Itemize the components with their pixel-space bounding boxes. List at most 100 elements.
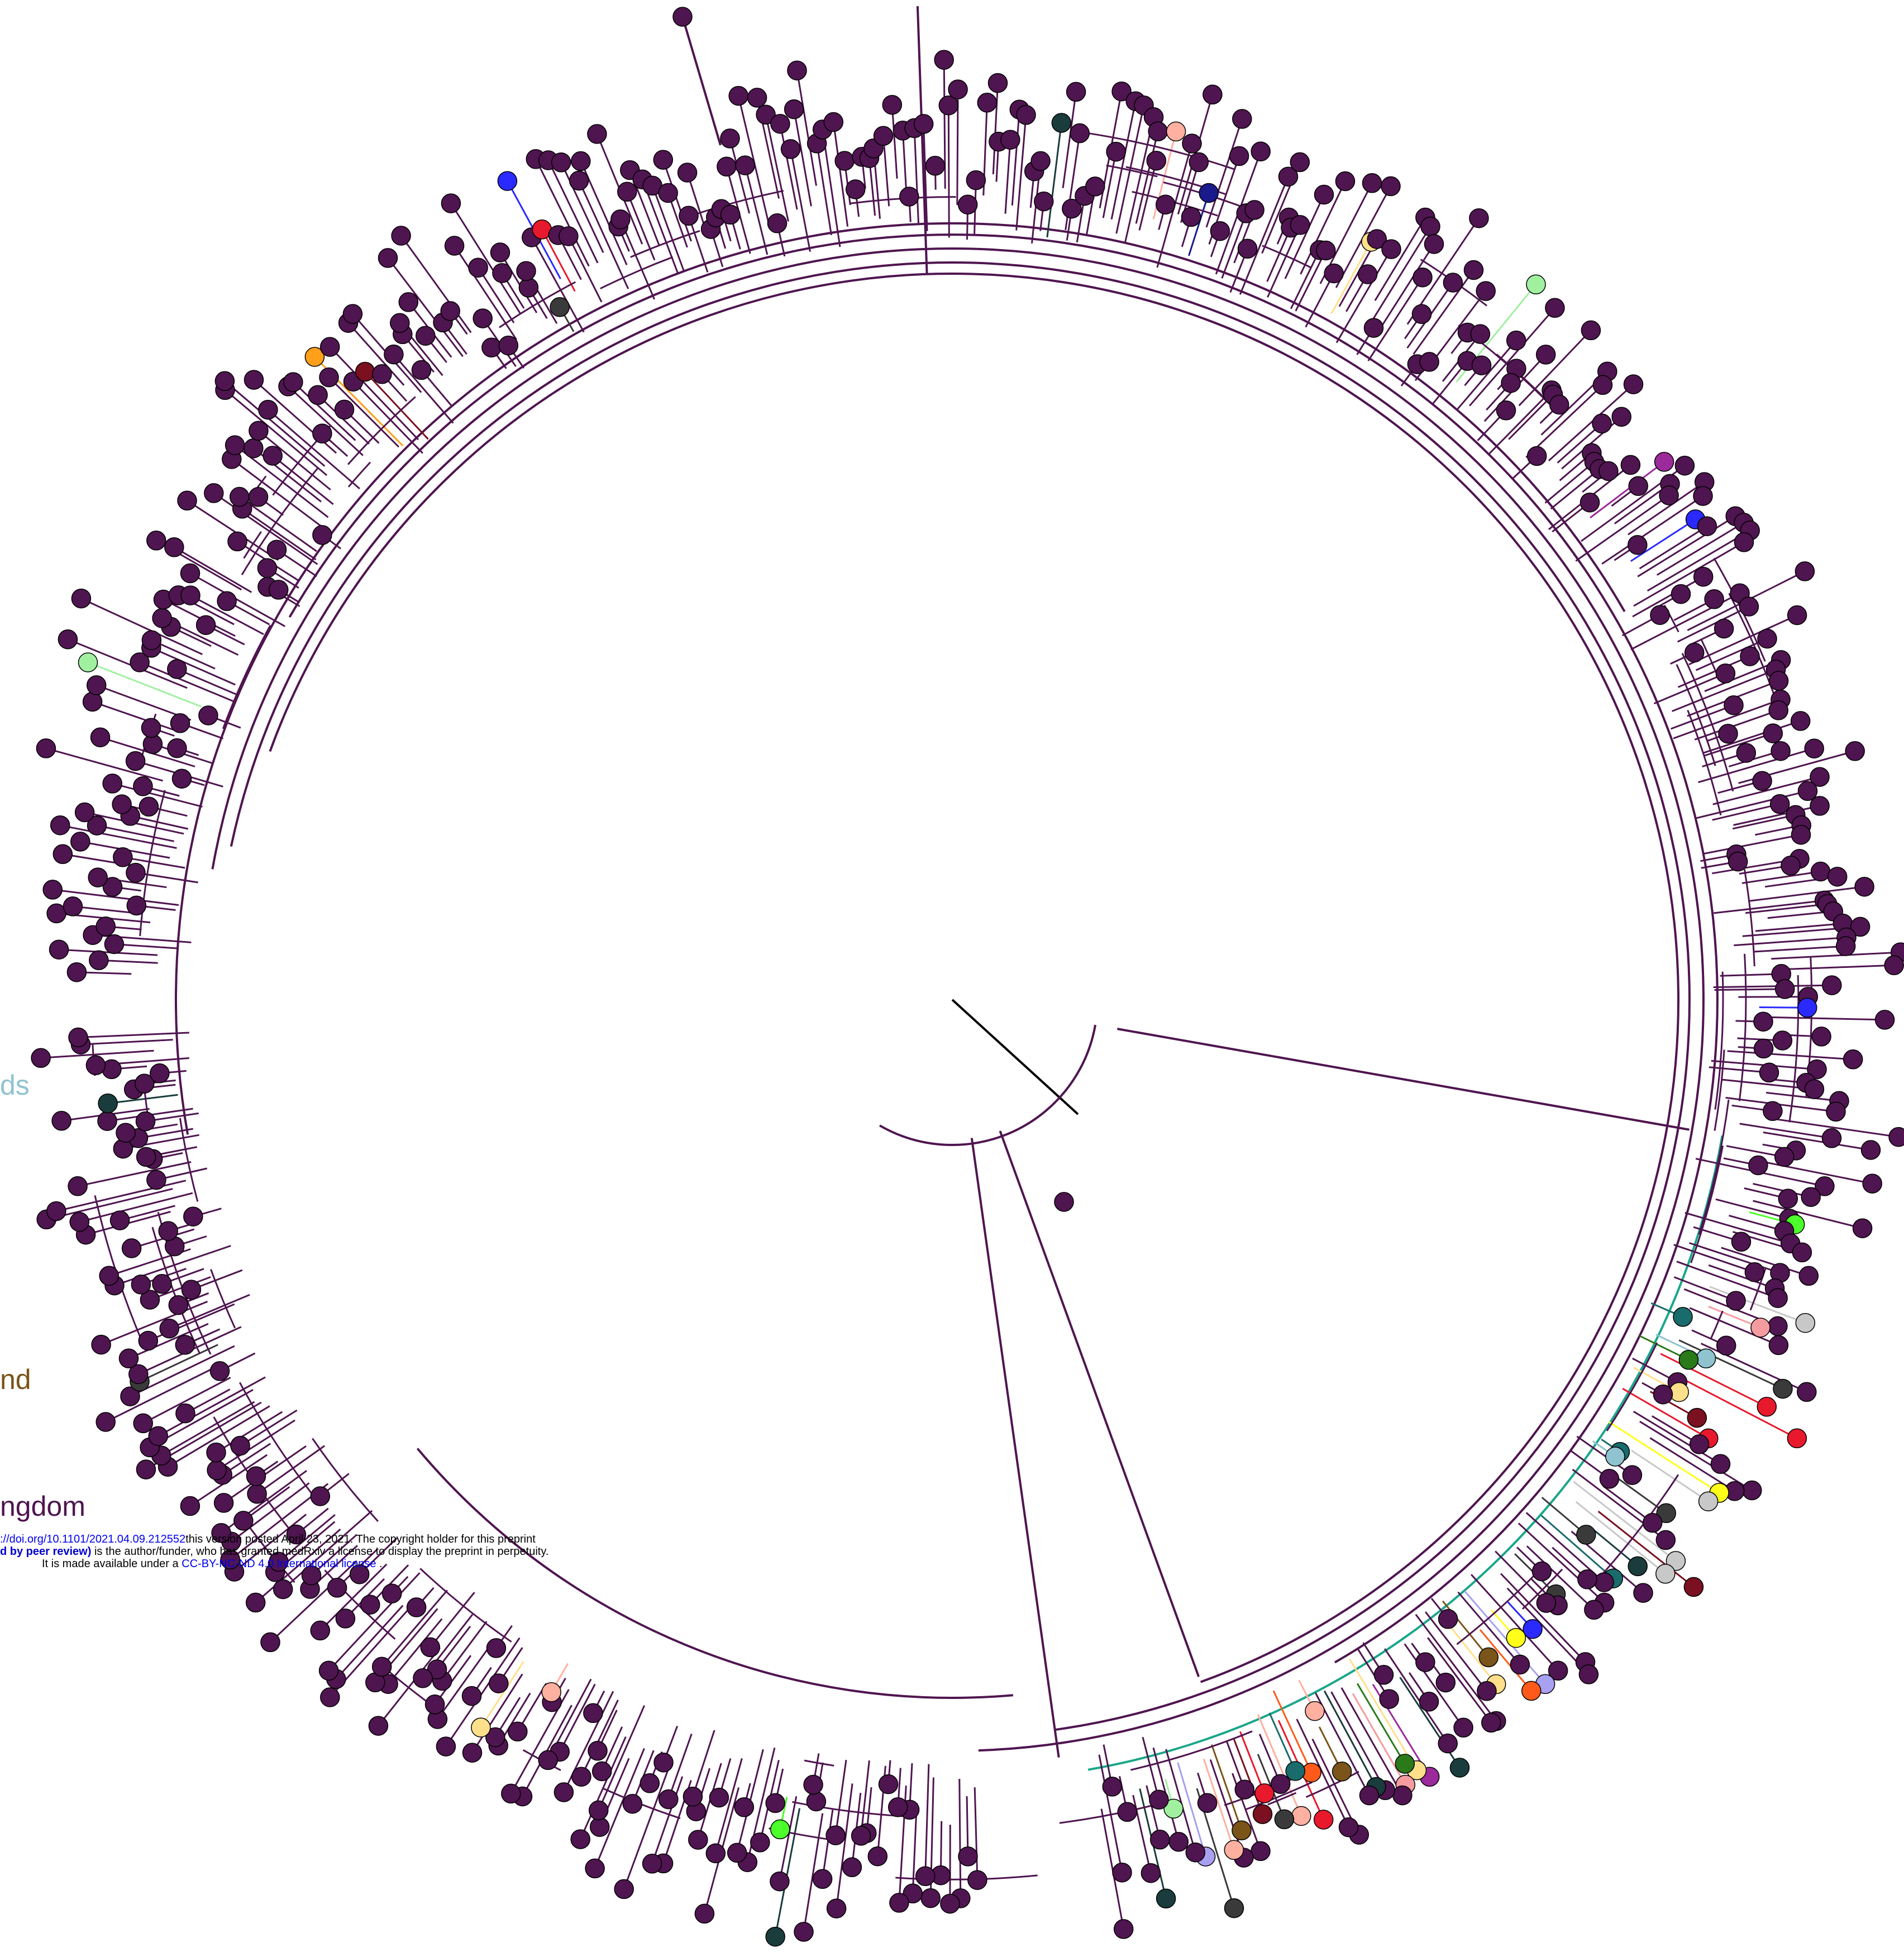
tip-node <box>468 257 488 278</box>
tip-node <box>1359 1785 1380 1806</box>
tip-node <box>1229 146 1249 166</box>
tip-node <box>355 361 375 382</box>
tip-node <box>925 156 946 176</box>
tree-branch <box>790 149 811 252</box>
tree-branch <box>1639 1420 1753 1491</box>
tip-node <box>889 1893 909 1913</box>
tip-node <box>209 1361 230 1381</box>
tip-node <box>653 150 674 170</box>
peer-review-note: d by peer review) <box>0 1545 92 1558</box>
doi-link[interactable]: ://doi.org/10.1101/2021.04.09.212552 <box>0 1533 186 1545</box>
tip-node <box>473 308 493 328</box>
tip-node <box>588 1741 608 1761</box>
tree-branch <box>1356 1683 1406 1764</box>
tree-branch <box>1548 383 1634 462</box>
tree-branch <box>1677 655 1750 688</box>
tree-branch <box>796 70 817 186</box>
tip-node <box>1655 1530 1676 1550</box>
connector-arc <box>1681 653 1734 792</box>
tree-branch <box>267 409 360 490</box>
tip-node <box>1623 374 1644 394</box>
tip-node <box>109 1210 130 1230</box>
tip-node <box>427 1659 447 1679</box>
tip-node <box>834 151 855 171</box>
tip-node <box>1438 1733 1458 1754</box>
tree-branch <box>122 856 185 869</box>
tree-branch <box>1633 1410 1721 1465</box>
tree-branch <box>434 1655 472 1705</box>
tip-node <box>948 79 968 99</box>
tree-branch <box>1702 720 1801 754</box>
tree-branch <box>1330 241 1372 314</box>
license-link[interactable]: CC-BY-NC-ND 4.0 International license <box>182 1558 376 1570</box>
tip-node <box>1659 485 1679 505</box>
tip-node <box>308 385 328 405</box>
tree-branch <box>1518 1522 1605 1603</box>
tree-branch <box>1205 118 1243 228</box>
connector-arc <box>630 230 700 258</box>
connector-arc <box>1305 1770 1359 1798</box>
tree-branch <box>1741 871 1821 884</box>
tip-node <box>257 558 278 578</box>
tip-node <box>787 60 807 80</box>
tip-node <box>1797 1382 1817 1402</box>
tip-node <box>1795 561 1815 581</box>
tip-node <box>1419 1692 1439 1712</box>
tip-node <box>118 1348 139 1369</box>
tip-node <box>334 399 355 420</box>
tree-branch <box>189 572 286 627</box>
tree-branch <box>1721 1247 1809 1277</box>
tip-node <box>1252 1804 1273 1824</box>
tip-node <box>96 1412 116 1432</box>
tip-node <box>1148 121 1168 142</box>
tip-node <box>133 1413 153 1434</box>
tree-branch <box>499 252 538 313</box>
tree-branch <box>714 1758 743 1854</box>
tip-node <box>610 209 631 230</box>
tree-branch <box>594 1748 645 1869</box>
tree-branch <box>1622 1387 1709 1439</box>
tip-node <box>1189 152 1209 173</box>
tree-branch <box>59 948 158 956</box>
tip-node <box>1693 486 1713 506</box>
tip-node <box>1000 130 1020 150</box>
tip-node <box>1718 723 1738 744</box>
tip-node <box>1202 84 1223 105</box>
tip-node <box>1285 1761 1305 1781</box>
tip-node <box>1622 1465 1643 1485</box>
connector-arc <box>347 396 416 465</box>
tree-branch <box>1601 495 1703 565</box>
tip-node <box>717 156 737 177</box>
tip-node <box>589 1817 610 1837</box>
tip-node <box>89 950 109 971</box>
tip-node <box>1860 1140 1881 1160</box>
tip-node <box>1736 743 1757 763</box>
tip-node <box>1697 516 1717 536</box>
tip-node <box>1854 876 1874 897</box>
tip-node <box>1305 1701 1325 1721</box>
tip-node <box>1324 263 1344 284</box>
preprint-notice-text-3: It is made available under a <box>42 1558 182 1570</box>
tip-node <box>1506 330 1526 351</box>
connector-arc <box>1714 971 1724 1110</box>
tip-node <box>1251 141 1271 161</box>
tree-branch <box>1702 834 1801 855</box>
tip-node <box>958 1846 978 1867</box>
tip-node <box>1443 273 1463 293</box>
tree-branch <box>1447 1622 1497 1685</box>
tree-branch <box>688 215 709 273</box>
tree-branch <box>1725 1096 1836 1113</box>
tip-node <box>1453 1717 1473 1738</box>
tip-node <box>1774 979 1795 999</box>
tip-node <box>498 335 519 356</box>
tip-node <box>266 540 287 560</box>
backbone-arc <box>269 272 1680 1683</box>
tree-branch <box>139 1344 218 1382</box>
tree-branch <box>128 1323 209 1359</box>
tip-node <box>1578 1664 1599 1684</box>
tree-branch <box>1732 814 1796 830</box>
tree-branch <box>1305 273 1335 328</box>
preprint-notice-line-2: d by peer review) is the author/funder, … <box>0 1545 548 1558</box>
tree-branch <box>1752 1159 1873 1185</box>
connector-arc <box>1606 1342 1658 1431</box>
